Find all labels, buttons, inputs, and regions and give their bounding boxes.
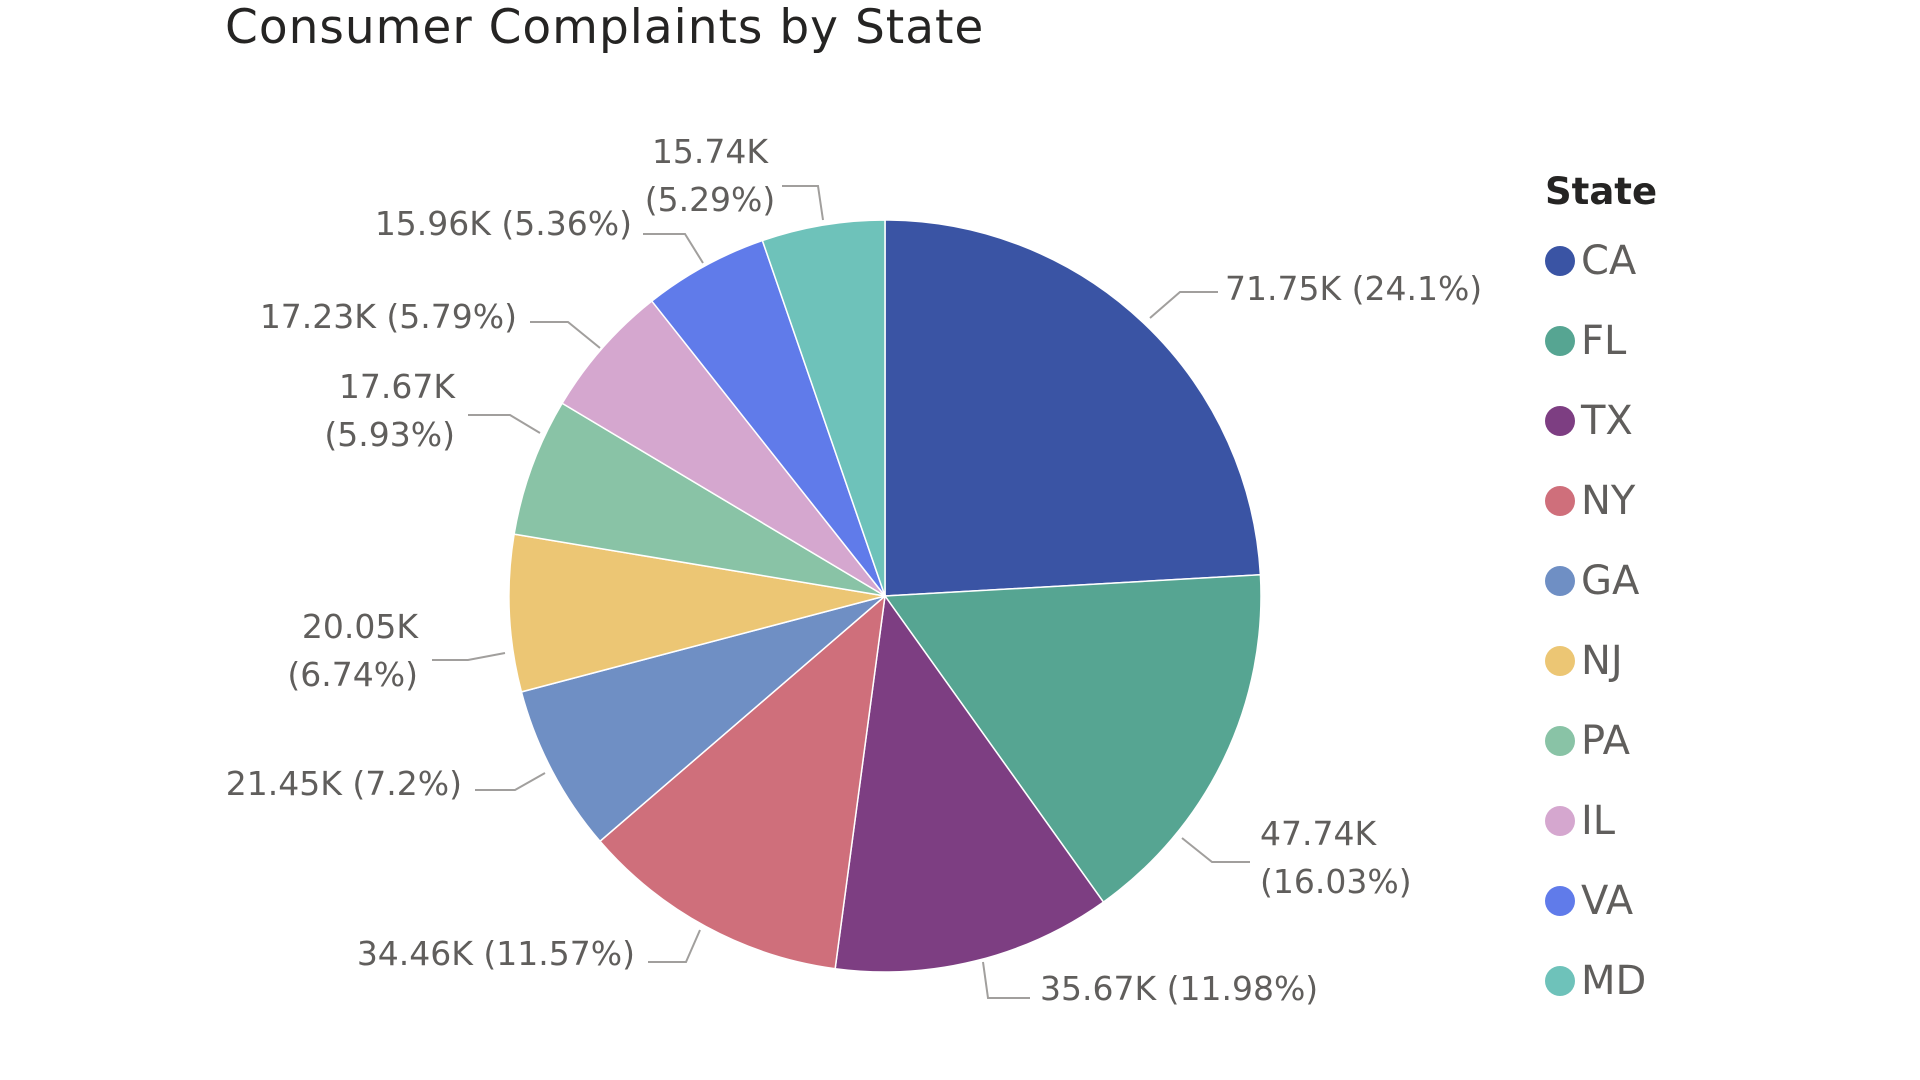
data-label-pa: 17.67K (5.93%) <box>324 367 456 454</box>
data-labels: 71.75K (24.1%) 47.74K (16.03%) 35.67K (11.9… <box>226 132 1482 1008</box>
leader-line-tx <box>982 961 1030 999</box>
legend-marker <box>1545 806 1575 836</box>
pie-slice-ca[interactable] <box>884 219 1262 597</box>
legend-item-il[interactable]: IL <box>1545 781 1657 861</box>
legend-item-ca[interactable]: CA <box>1545 221 1657 301</box>
legend-items: CA FL TX NY GA NJ PA IL VA MD <box>1545 221 1657 1021</box>
leader-line-md <box>782 185 824 221</box>
legend-label: CA <box>1581 238 1637 284</box>
data-label-ga: 21.45K (7.2%) <box>226 764 462 803</box>
legend-marker <box>1545 406 1575 436</box>
legend-label: NY <box>1581 478 1636 524</box>
leader-line-ny <box>648 929 701 963</box>
legend-marker <box>1545 886 1575 916</box>
data-label-il: 17.23K (5.79%) <box>260 297 517 336</box>
leader-lines <box>432 185 1250 999</box>
legend-marker <box>1545 966 1575 996</box>
pie-slice-ga[interactable] <box>520 595 886 843</box>
legend-marker <box>1545 726 1575 756</box>
legend-item-va[interactable]: VA <box>1545 861 1657 941</box>
pie-slice-tx[interactable] <box>834 594 1105 973</box>
legend-marker <box>1545 326 1575 356</box>
legend-item-md[interactable]: MD <box>1545 941 1657 1021</box>
legend-item-ny[interactable]: NY <box>1545 461 1657 541</box>
legend-label: FL <box>1581 318 1627 364</box>
legend-item-tx[interactable]: TX <box>1545 381 1657 461</box>
leader-line-pa <box>468 414 541 434</box>
data-label-md: 15.74K (5.29%) <box>645 132 776 219</box>
data-label-fl: 47.74K (16.03%) <box>1260 814 1412 901</box>
legend-label: VA <box>1581 878 1634 924</box>
pie-slice-nj[interactable] <box>508 533 886 693</box>
leader-line-nj <box>432 652 506 661</box>
leader-line-ca <box>1149 291 1218 319</box>
legend-marker <box>1545 646 1575 676</box>
legend-label: PA <box>1581 718 1630 764</box>
pie-slice-ny[interactable] <box>598 594 887 970</box>
legend-item-fl[interactable]: FL <box>1545 301 1657 381</box>
leader-line-va <box>643 233 704 264</box>
pie-slice-pa[interactable] <box>513 402 886 597</box>
legend-label: MD <box>1581 958 1647 1004</box>
leader-line-fl <box>1181 837 1250 863</box>
data-label-ny: 34.46K (11.57%) <box>357 934 635 973</box>
legend-label: GA <box>1581 558 1640 604</box>
data-label-nj: 20.05K (6.74%) <box>287 607 419 694</box>
legend-label: TX <box>1581 398 1633 444</box>
pie-slices <box>508 219 1262 973</box>
data-label-va: 15.96K (5.36%) <box>375 204 632 243</box>
legend: State CA FL TX NY GA NJ PA IL VA MD <box>1545 170 1657 1021</box>
leader-line-il <box>530 321 601 349</box>
data-label-ca: 71.75K (24.1%) <box>1225 269 1482 308</box>
legend-item-nj[interactable]: NJ <box>1545 621 1657 701</box>
pie-slice-md[interactable] <box>761 219 886 597</box>
legend-marker <box>1545 566 1575 596</box>
legend-item-pa[interactable]: PA <box>1545 701 1657 781</box>
pie-slice-il[interactable] <box>561 299 886 597</box>
legend-label: NJ <box>1581 638 1623 684</box>
legend-item-ga[interactable]: GA <box>1545 541 1657 621</box>
legend-title: State <box>1545 170 1658 213</box>
pie-slice-fl[interactable] <box>883 573 1262 904</box>
leader-line-ga <box>475 772 546 791</box>
chart-title: Consumer Complaints by State <box>225 0 985 55</box>
legend-marker <box>1545 486 1575 516</box>
legend-marker <box>1545 246 1575 276</box>
legend-label: IL <box>1581 798 1616 844</box>
data-label-tx: 35.67K (11.98%) <box>1040 969 1318 1008</box>
